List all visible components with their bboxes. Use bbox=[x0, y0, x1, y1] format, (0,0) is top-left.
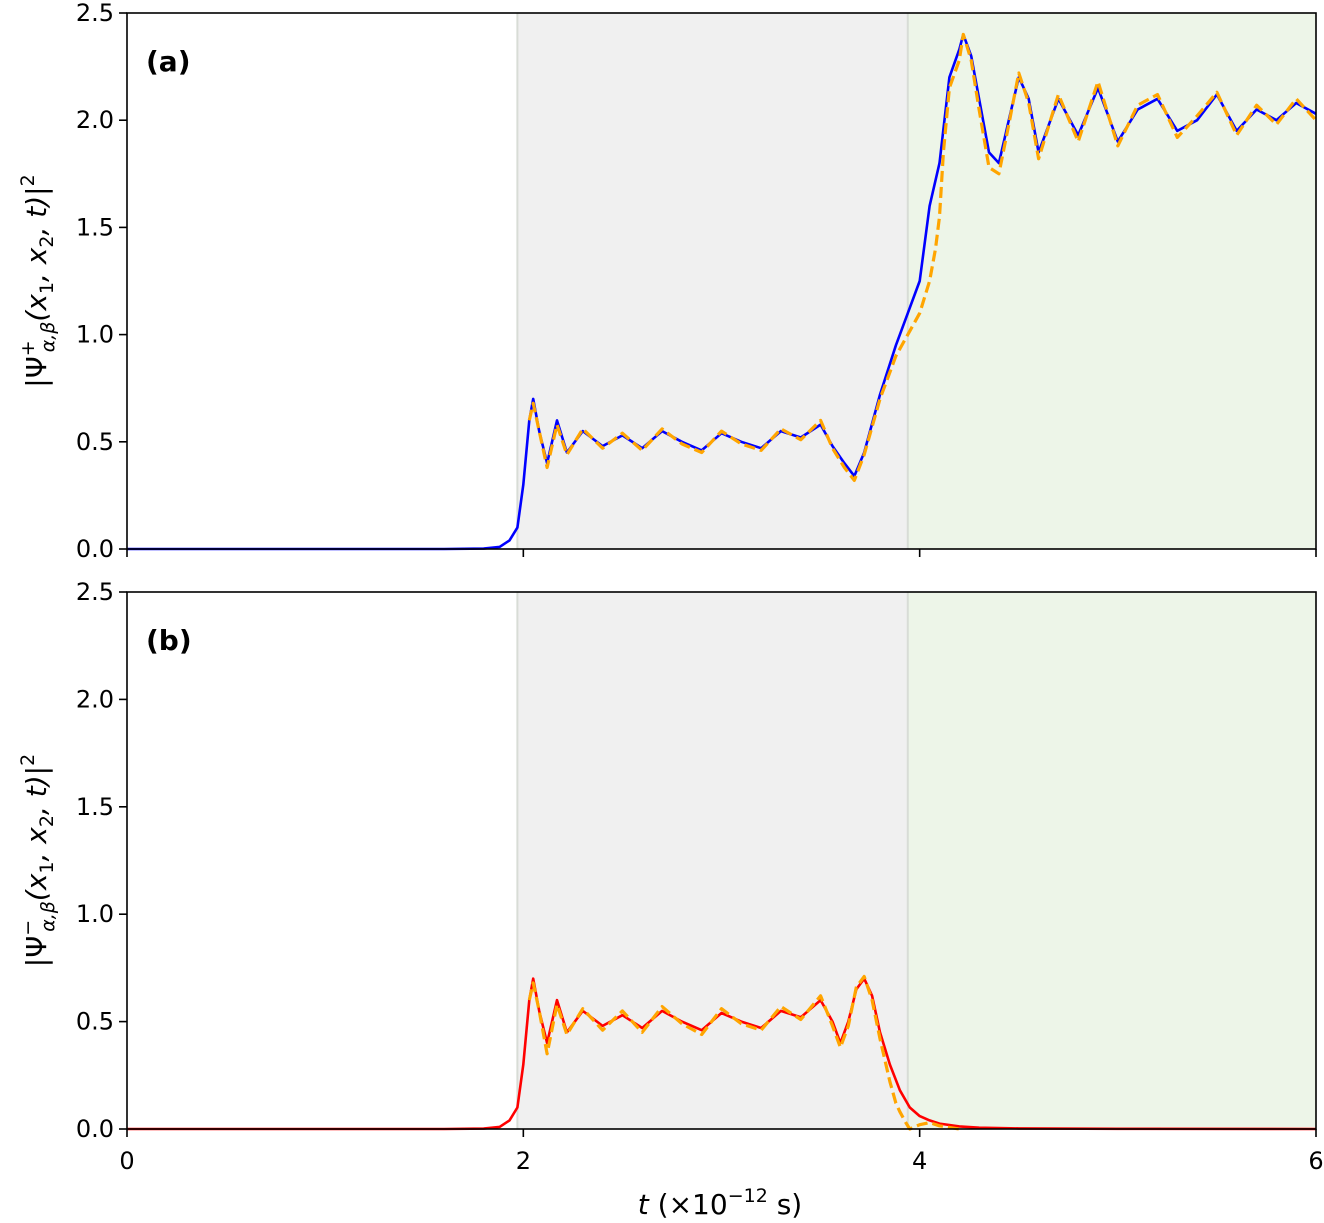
plot-frame bbox=[126, 12, 1317, 550]
x-tick-label: 2 bbox=[516, 1147, 531, 1175]
y-tick-label: 1.5 bbox=[76, 213, 114, 241]
y-tick-label: 1.0 bbox=[76, 321, 114, 349]
y-tick-label: 0.0 bbox=[76, 535, 114, 563]
y-axis-label: |Ψ+α,β(x1, x2, t)|2 bbox=[17, 174, 59, 387]
shaded-region-2 bbox=[907, 13, 1316, 549]
panel-label: (a) bbox=[146, 45, 191, 78]
panel-label: (b) bbox=[146, 624, 192, 657]
panel-b: 0.0 0.5 1.0 1.5 2.0 2.5 0 2 4 6 (b) |Ψ−α,β(x1, x2… bbox=[17, 578, 1324, 1221]
data-series bbox=[127, 974, 1317, 1131]
axis-ticks: 0.0 0.5 1.0 1.5 2.0 2.5 0 2 4 6 bbox=[76, 578, 1324, 1175]
data-series bbox=[127, 32, 1318, 551]
shaded-regions bbox=[516, 13, 1316, 549]
y-tick-label: 0.5 bbox=[76, 1008, 114, 1036]
dashed-series-line bbox=[527, 974, 960, 1131]
y-tick-label: 2.0 bbox=[76, 685, 114, 713]
y-tick-label: 2.5 bbox=[76, 0, 114, 27]
shaded-region-1 bbox=[517, 592, 908, 1129]
x-tick-label: 6 bbox=[1308, 1147, 1323, 1175]
shaded-region-2 bbox=[907, 592, 1316, 1129]
shaded-regions bbox=[516, 592, 1316, 1129]
y-tick-label: 2.5 bbox=[76, 578, 114, 606]
plot-frame bbox=[126, 591, 1317, 1130]
x-tick-label: 0 bbox=[119, 1147, 134, 1175]
y-tick-label: 1.5 bbox=[76, 793, 114, 821]
x-tick-label: 4 bbox=[912, 1147, 927, 1175]
y-tick-label: 1.0 bbox=[76, 900, 114, 928]
axis-ticks: 0.0 0.5 1.0 1.5 2.0 2.5 bbox=[76, 0, 1317, 563]
y-tick-label: 0.5 bbox=[76, 428, 114, 456]
x-axis-label: t (×10−12 s) bbox=[638, 1185, 802, 1221]
dashed-series-line bbox=[527, 32, 1318, 482]
y-axis-label: |Ψ−α,β(x1, x2, t)|2 bbox=[17, 754, 59, 967]
y-tick-label: 2.0 bbox=[76, 106, 114, 134]
y-tick-label: 0.0 bbox=[76, 1115, 114, 1143]
panel-a: 0.0 0.5 1.0 1.5 2.0 2.5 (a) |Ψ+α,β(x1, x2, t)… bbox=[17, 0, 1318, 563]
